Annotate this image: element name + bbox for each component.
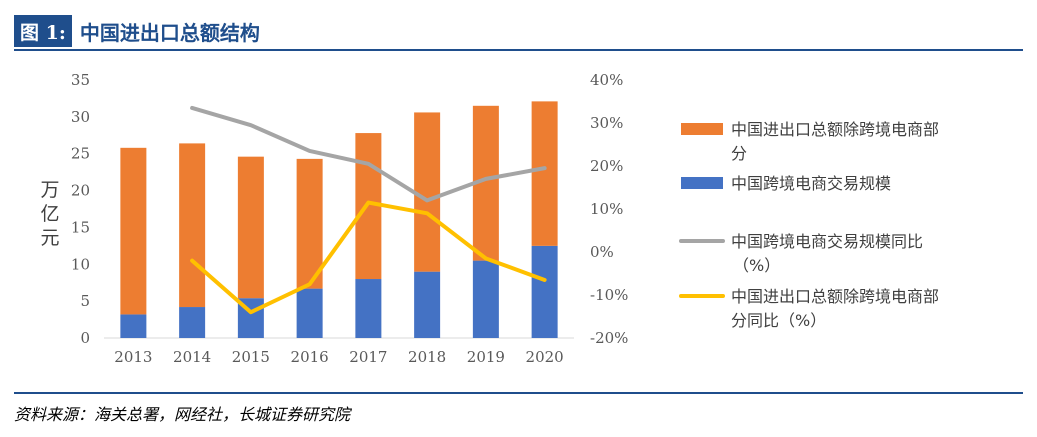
y2-tick-label: 10% <box>590 200 623 218</box>
y2-tick-label: -10% <box>590 286 628 304</box>
x-tick-label: 2019 <box>467 348 505 366</box>
y-tick-label: 25 <box>71 145 90 163</box>
y2-tick-label: 40% <box>590 71 623 89</box>
y2-tick-label: 20% <box>590 157 623 175</box>
bar-segment <box>237 156 264 299</box>
bar-segment <box>472 260 499 338</box>
source-note: 资料来源：海关总署，网经社，长城证券研究院 <box>14 405 351 424</box>
legend-swatch <box>681 123 723 135</box>
bar-segment <box>179 143 206 308</box>
y-axis-label: 亿 <box>40 203 59 225</box>
y-tick-label: 30 <box>71 108 90 126</box>
y-tick-label: 0 <box>80 329 90 347</box>
top-rule <box>14 49 1023 51</box>
bar-segment <box>296 158 323 289</box>
y-tick-label: 35 <box>71 71 90 89</box>
x-tick-label: 2013 <box>114 348 152 366</box>
bar-segment <box>531 245 558 338</box>
legend-label: 分 <box>731 144 747 163</box>
y-tick-label: 10 <box>71 255 90 273</box>
bar-segment <box>120 314 147 338</box>
legend-label: 中国进出口总额除跨境电商部 <box>731 287 939 306</box>
legend-label: （%） <box>733 256 780 275</box>
bar-segment <box>296 288 323 338</box>
legend-label: 中国跨境电商交易规模同比 <box>731 232 923 251</box>
y2-tick-label: 30% <box>590 114 623 132</box>
y-axis-label: 元 <box>40 227 59 249</box>
figure-label: 图 1: <box>14 15 72 47</box>
bar-segment <box>120 147 147 315</box>
y-axis-label: 万 <box>40 179 59 201</box>
legend-swatch <box>681 177 723 189</box>
x-tick-label: 2014 <box>173 348 211 366</box>
series-line <box>190 200 547 315</box>
y2-tick-label: 0% <box>590 243 614 261</box>
bottom-rule <box>14 392 1023 394</box>
x-tick-label: 2020 <box>526 348 564 366</box>
x-tick-label: 2018 <box>408 348 446 366</box>
bar-segment <box>179 307 206 338</box>
legend-label: 中国跨境电商交易规模 <box>731 174 891 193</box>
y-tick-label: 20 <box>71 182 90 200</box>
figure-title-bar: 图 1: 中国进出口总额结构 <box>14 14 260 48</box>
figure-title: 中国进出口总额结构 <box>79 20 260 45</box>
x-tick-label: 2015 <box>232 348 270 366</box>
y-tick-label: 5 <box>80 292 90 310</box>
bar-segment <box>355 279 382 338</box>
bar-segment <box>414 112 441 272</box>
x-tick-label: 2017 <box>349 348 387 366</box>
bar-segment <box>414 271 441 338</box>
y2-tick-label: -20% <box>590 329 628 347</box>
bar-segment <box>531 101 558 246</box>
legend-label: 分同比（%） <box>731 311 826 330</box>
y-tick-label: 15 <box>71 218 90 236</box>
x-tick-label: 2016 <box>291 348 329 366</box>
legend-label: 中国进出口总额除跨境电商部 <box>731 120 939 139</box>
series-line <box>190 105 547 203</box>
